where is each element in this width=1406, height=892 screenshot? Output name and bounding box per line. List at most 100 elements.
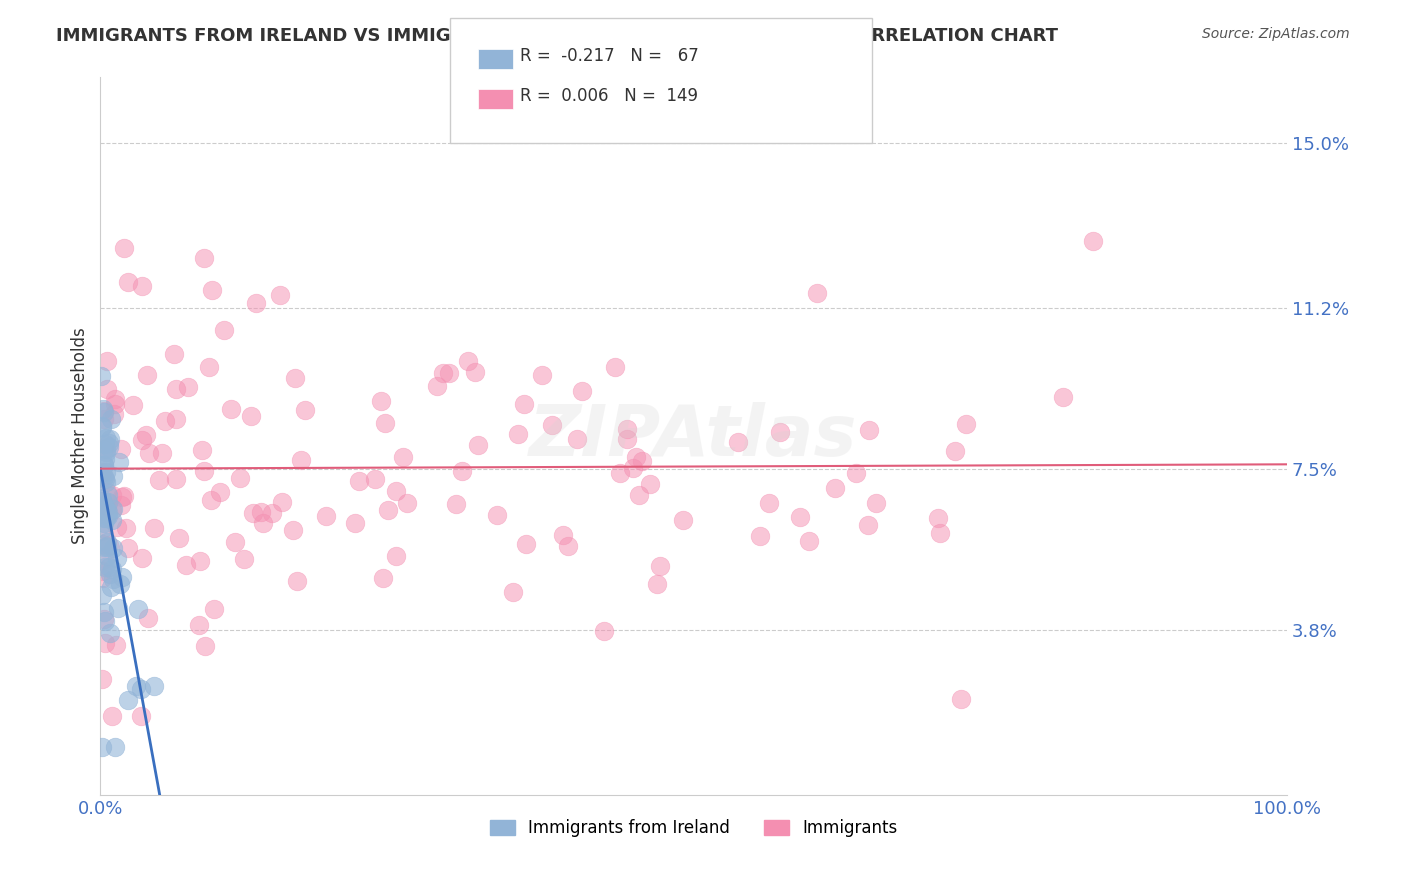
Point: [94, 614, 117, 628]
Point: [229, 471, 252, 485]
Point: [165, 472, 187, 486]
Point: [93, 511, 115, 525]
Point: [90, 588, 112, 602]
Point: [135, 368, 157, 382]
Point: [627, 487, 650, 501]
Point: [385, 483, 408, 498]
Point: [117, 541, 139, 556]
Point: [212, 323, 235, 337]
Point: [90, 420, 112, 434]
Point: [943, 444, 966, 458]
Point: [609, 467, 631, 481]
Point: [287, 574, 309, 588]
Point: [315, 508, 337, 523]
Point: [245, 296, 267, 310]
Point: [260, 506, 283, 520]
Point: [90, 504, 112, 518]
Text: ZIPAtlas: ZIPAtlas: [529, 401, 858, 471]
Point: [136, 611, 159, 625]
Point: [94, 442, 117, 456]
Point: [94, 465, 117, 479]
Point: [190, 442, 212, 457]
Point: [385, 549, 408, 564]
Point: [290, 452, 312, 467]
Point: [616, 422, 638, 436]
Point: [93, 405, 115, 419]
Point: [806, 285, 828, 300]
Point: [93, 559, 115, 574]
Point: [950, 692, 973, 706]
Point: [188, 554, 211, 568]
Point: [104, 397, 127, 411]
Point: [193, 464, 215, 478]
Point: [621, 461, 644, 475]
Point: [96, 539, 118, 553]
Point: [221, 402, 243, 417]
Point: [98, 440, 121, 454]
Point: [117, 275, 139, 289]
Point: [108, 577, 131, 591]
Point: [188, 618, 211, 632]
Point: [96, 540, 118, 554]
Point: [96, 485, 118, 500]
Point: [94, 431, 117, 445]
Point: [927, 511, 949, 525]
Point: [90, 672, 112, 686]
Point: [593, 624, 616, 639]
Point: [138, 446, 160, 460]
Point: [142, 679, 165, 693]
Point: [174, 558, 197, 573]
Point: [90, 505, 112, 519]
Point: [103, 407, 125, 421]
Point: [101, 469, 124, 483]
Text: R =  -0.217   N =   67: R = -0.217 N = 67: [520, 47, 699, 65]
Point: [758, 496, 780, 510]
Point: [194, 639, 217, 653]
Point: [283, 523, 305, 537]
Point: [239, 409, 262, 423]
Point: [117, 693, 139, 707]
Point: [107, 601, 129, 615]
Point: [541, 418, 564, 433]
Point: [148, 473, 170, 487]
Point: [111, 490, 134, 504]
Point: [150, 446, 173, 460]
Point: [101, 709, 124, 723]
Legend: Immigrants from Ireland, Immigrants: Immigrants from Ireland, Immigrants: [484, 813, 904, 844]
Point: [865, 496, 887, 510]
Point: [91, 419, 114, 434]
Point: [93, 612, 115, 626]
Point: [645, 576, 668, 591]
Point: [93, 516, 115, 531]
Point: [90, 368, 112, 383]
Point: [457, 354, 479, 368]
Point: [252, 516, 274, 530]
Point: [110, 442, 132, 456]
Point: [364, 472, 387, 486]
Point: [101, 513, 124, 527]
Point: [437, 367, 460, 381]
Point: [93, 507, 115, 521]
Point: [127, 601, 149, 615]
Point: [93, 442, 115, 456]
Point: [343, 516, 366, 530]
Text: Source: ZipAtlas.com: Source: ZipAtlas.com: [1202, 27, 1350, 41]
Point: [557, 539, 579, 553]
Point: [208, 485, 231, 500]
Point: [1052, 390, 1074, 404]
Point: [198, 359, 221, 374]
Point: [100, 412, 122, 426]
Point: [824, 481, 846, 495]
Point: [135, 427, 157, 442]
Point: [176, 380, 198, 394]
Point: [451, 464, 474, 478]
Point: [125, 679, 148, 693]
Point: [96, 534, 118, 549]
Point: [93, 458, 115, 473]
Point: [108, 454, 131, 468]
Point: [101, 541, 124, 555]
Point: [94, 472, 117, 486]
Point: [131, 279, 153, 293]
Point: [845, 466, 868, 480]
Point: [165, 412, 187, 426]
